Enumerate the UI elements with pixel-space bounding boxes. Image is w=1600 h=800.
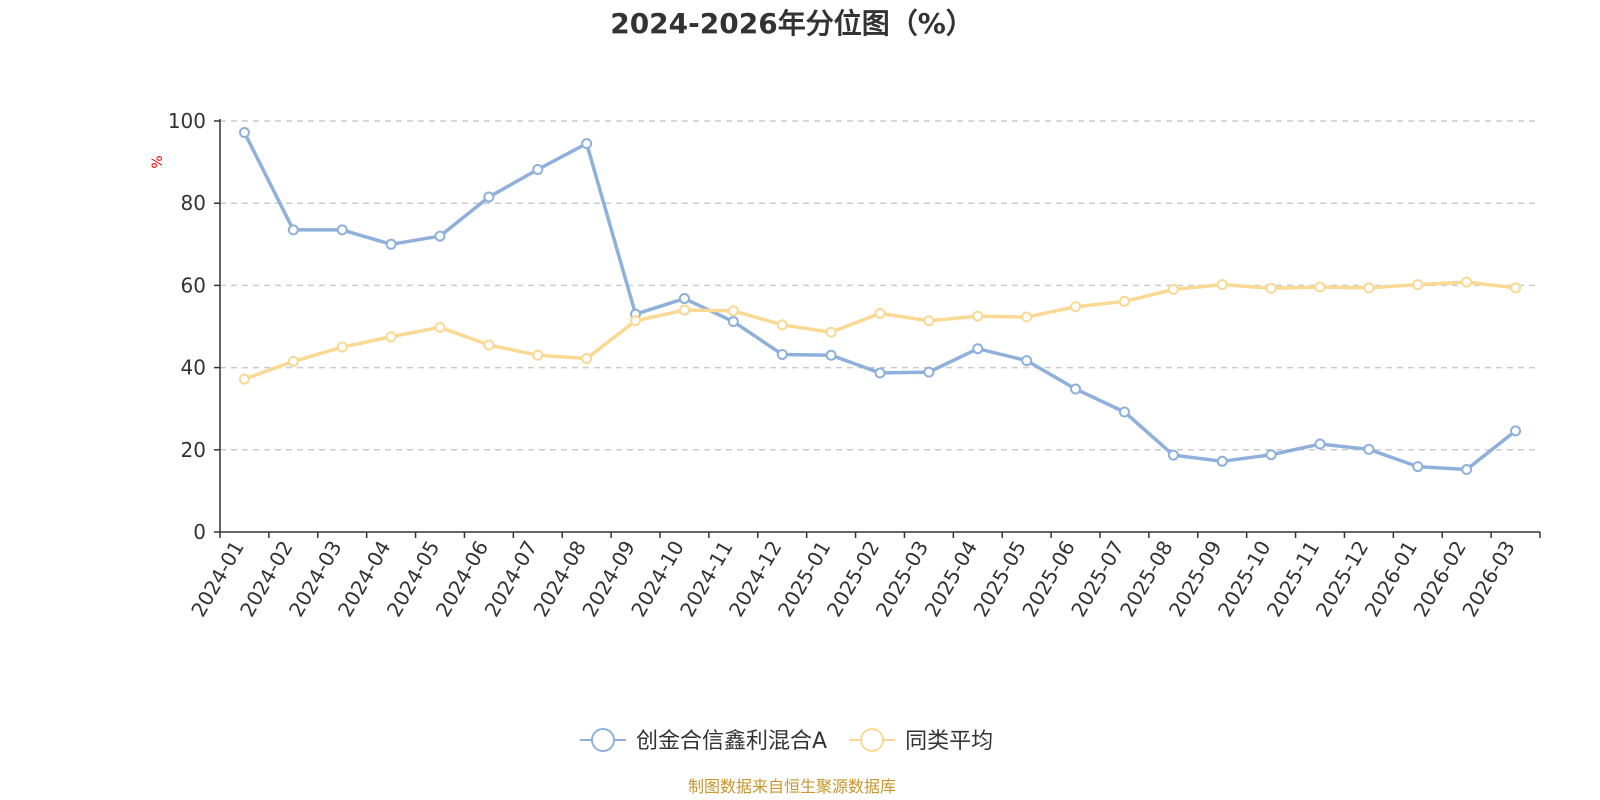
data-point[interactable] (1070, 301, 1082, 313)
legend[interactable]: 创金合信鑫利混合A 同类平均 (580, 728, 993, 754)
data-point[interactable] (825, 349, 837, 361)
data-point[interactable] (385, 238, 397, 250)
data-point[interactable] (483, 191, 495, 203)
data-point[interactable] (532, 163, 544, 175)
data-point[interactable] (874, 307, 886, 319)
data-point[interactable] (1216, 279, 1228, 291)
data-point[interactable] (972, 343, 984, 355)
data-point[interactable] (581, 353, 593, 365)
legend-item-0[interactable]: 创金合信鑫利混合A (580, 728, 827, 754)
data-point[interactable] (727, 305, 739, 317)
data-point[interactable] (678, 304, 690, 316)
data-point[interactable] (532, 349, 544, 361)
data-point[interactable] (825, 326, 837, 338)
legend-label: 同类平均 (905, 729, 993, 754)
series-1 (238, 276, 1522, 385)
data-point[interactable] (972, 310, 984, 322)
legend-marker-icon (860, 728, 885, 752)
data-point[interactable] (385, 331, 397, 343)
data-point[interactable] (1461, 464, 1473, 476)
series-0 (238, 127, 1522, 476)
data-point[interactable] (336, 341, 348, 353)
legend-item-1[interactable]: 同类平均 (849, 728, 993, 754)
data-point[interactable] (336, 224, 348, 236)
data-point[interactable] (1118, 406, 1130, 418)
y-tick-label: 40 (181, 356, 206, 380)
data-point[interactable] (1167, 449, 1179, 461)
data-point[interactable] (1510, 282, 1522, 294)
data-point[interactable] (287, 224, 299, 236)
y-tick-label: 0 (193, 520, 206, 544)
data-point[interactable] (727, 316, 739, 328)
data-point[interactable] (1314, 438, 1326, 450)
data-point[interactable] (238, 373, 250, 385)
data-point[interactable] (1314, 281, 1326, 293)
y-tick-label: 20 (181, 438, 206, 462)
y-tick-label: 60 (181, 273, 206, 297)
data-point[interactable] (1265, 282, 1277, 294)
y-tick-label: 100 (168, 109, 206, 133)
data-point[interactable] (1265, 449, 1277, 461)
series-line (242, 131, 1517, 472)
legend-marker-icon (591, 728, 615, 752)
data-point[interactable] (874, 367, 886, 379)
y-tick-label: 80 (181, 191, 206, 215)
data-point[interactable] (1412, 461, 1424, 473)
data-point[interactable] (776, 319, 788, 331)
data-point[interactable] (923, 366, 935, 378)
series-line (243, 280, 1516, 381)
data-point[interactable] (434, 321, 446, 333)
data-point[interactable] (1510, 425, 1522, 437)
data-point[interactable] (1167, 284, 1179, 296)
data-point[interactable] (1461, 276, 1473, 288)
data-point[interactable] (238, 127, 250, 139)
y-axis-label: % (150, 155, 166, 168)
data-point[interactable] (678, 293, 690, 305)
chart-title: 2024-2026年分位图（%） (610, 7, 974, 40)
source-note: 制图数据来自恒生聚源数据库 (688, 777, 896, 796)
data-point[interactable] (1021, 311, 1033, 323)
legend-label: 创金合信鑫利混合A (636, 729, 827, 754)
data-point[interactable] (434, 230, 446, 242)
data-point[interactable] (923, 315, 935, 327)
data-point[interactable] (1118, 295, 1130, 307)
data-point[interactable] (1363, 443, 1375, 455)
data-point[interactable] (1363, 282, 1375, 294)
data-point[interactable] (287, 355, 299, 367)
data-point[interactable] (1216, 455, 1228, 467)
data-point[interactable] (1070, 383, 1082, 395)
data-point[interactable] (1021, 355, 1033, 367)
data-point[interactable] (630, 315, 642, 327)
data-point[interactable] (581, 138, 593, 150)
data-point[interactable] (483, 339, 495, 351)
data-point[interactable] (776, 348, 788, 360)
grid (220, 120, 1540, 451)
data-point[interactable] (1412, 279, 1424, 291)
series (238, 127, 1522, 476)
